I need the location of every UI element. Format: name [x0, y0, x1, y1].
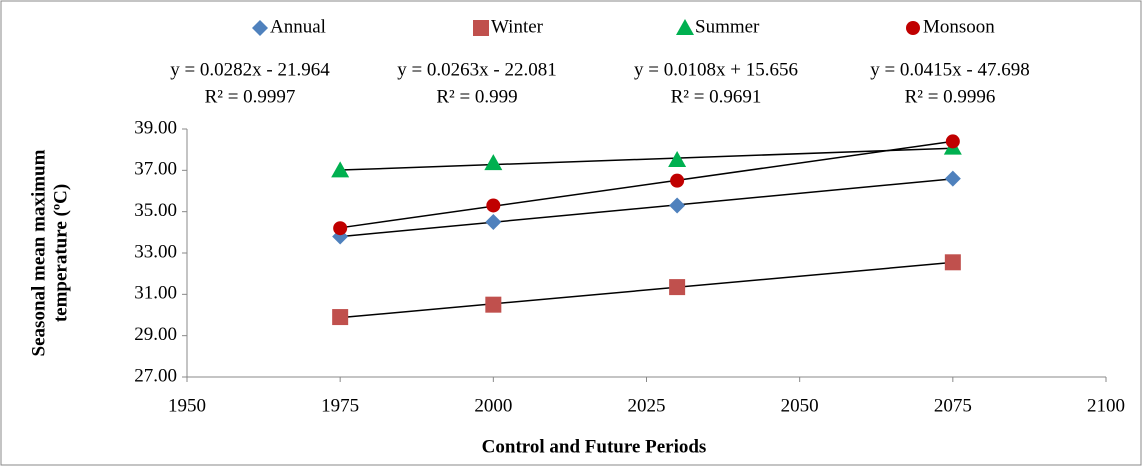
x-tick-label: 1975: [321, 395, 359, 416]
data-point: [333, 221, 348, 236]
x-tick-label: 2025: [628, 395, 666, 416]
y-axis-title: Seasonal mean maximum temperature (ºC): [28, 149, 71, 356]
legend-marker: [906, 21, 920, 35]
data-point: [669, 197, 686, 214]
y-tick-label: 39.00: [134, 117, 177, 138]
y-tick-label: 35.00: [134, 200, 177, 221]
x-tick-label: 1950: [168, 395, 206, 416]
y-axis-title-line: temperature (ºC): [50, 184, 71, 322]
trendline-r2: R² = 0.999: [436, 86, 517, 107]
data-point: [945, 134, 960, 149]
y-axis-title-line: Seasonal mean maximum: [28, 149, 49, 356]
y-tick-label: 33.00: [134, 241, 177, 262]
y-tick-label: 31.00: [134, 283, 177, 304]
x-tick-label: 2075: [934, 395, 972, 416]
trendline-equation: y = 0.0282x - 21.964: [170, 59, 330, 80]
x-tick-label: 2100: [1087, 395, 1125, 416]
trendline-equation: y = 0.0108x + 15.656: [634, 59, 798, 80]
x-axis-title: Control and Future Periods: [482, 436, 707, 457]
legend-label: Summer: [695, 16, 760, 37]
data-point: [484, 154, 503, 171]
y-tick-label: 37.00: [134, 159, 177, 180]
trendline: [340, 261, 953, 319]
data-point: [944, 170, 961, 187]
legend-label: Monsoon: [923, 16, 995, 37]
legend-label: Annual: [270, 16, 326, 37]
data-point: [332, 309, 349, 326]
data-point: [486, 198, 501, 213]
trendline: [340, 140, 953, 229]
trendline: [340, 178, 953, 238]
legend-marker: [676, 19, 694, 35]
y-tick-label: 29.00: [134, 324, 177, 345]
data-point: [331, 161, 350, 178]
trendline-r2: R² = 0.9996: [905, 86, 996, 107]
data-point: [668, 151, 687, 167]
data-point: [944, 254, 961, 271]
data-point: [669, 279, 686, 296]
legend-marker: [252, 20, 268, 36]
x-tick-label: 2000: [474, 395, 512, 416]
trendline-r2: R² = 0.9691: [671, 86, 762, 107]
data-point: [670, 173, 685, 188]
legend-marker: [473, 20, 489, 36]
data-point: [485, 214, 502, 230]
x-tick-label: 2050: [781, 395, 819, 416]
trendline-r2: R² = 0.9997: [205, 86, 296, 107]
data-point: [485, 296, 502, 313]
trendline-equation: y = 0.0415x - 47.698: [870, 59, 1030, 80]
y-tick-label: 27.00: [134, 365, 177, 386]
trendline-equation: y = 0.0263x - 22.081: [397, 59, 557, 80]
trendline: [340, 147, 953, 171]
legend-label: Winter: [491, 16, 544, 37]
